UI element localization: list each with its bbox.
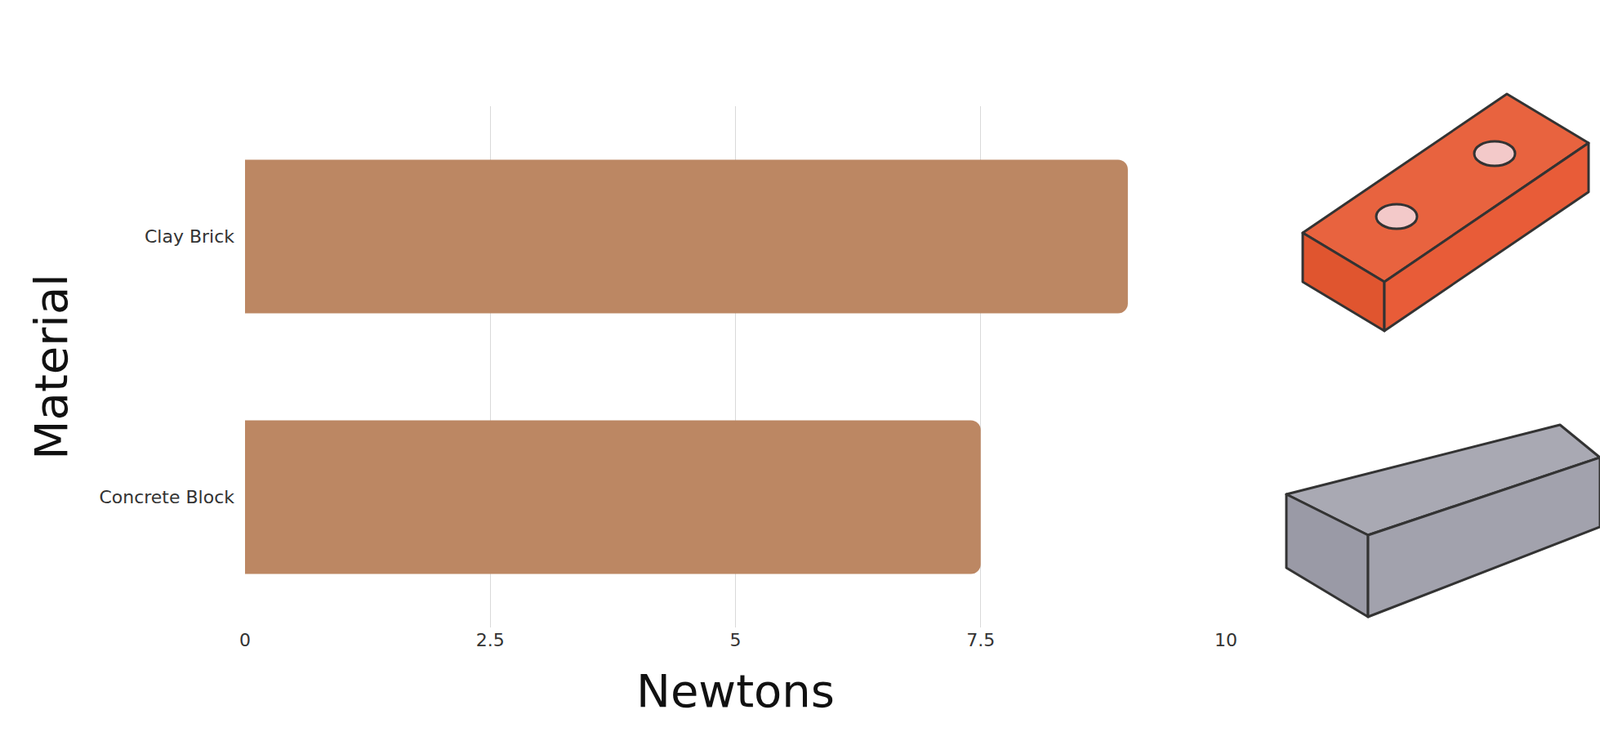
svg-text:10: 10 — [1214, 629, 1238, 651]
svg-text:0: 0 — [239, 629, 251, 651]
svg-text:2.5: 2.5 — [476, 629, 505, 651]
svg-text:Newtons: Newtons — [636, 664, 835, 718]
svg-text:Clay Brick: Clay Brick — [144, 226, 235, 247]
svg-text:Concrete Block: Concrete Block — [98, 486, 235, 508]
svg-text:5: 5 — [730, 629, 742, 651]
svg-text:Material: Material — [24, 273, 78, 460]
svg-text:7.5: 7.5 — [966, 629, 995, 651]
